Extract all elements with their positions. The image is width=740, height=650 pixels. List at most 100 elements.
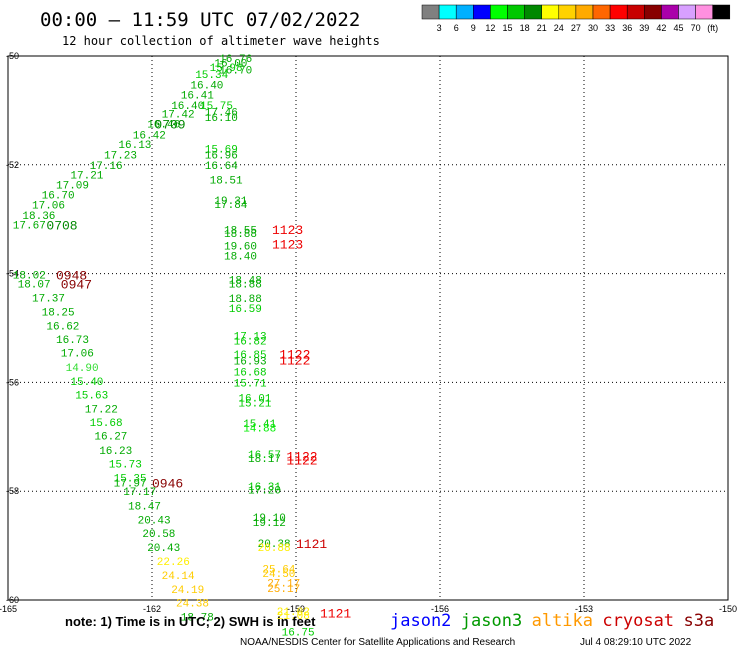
pass-time-label: 0947 bbox=[61, 277, 92, 292]
wave-height-label: 19.10 bbox=[253, 513, 286, 525]
wave-height-label: 15.68 bbox=[90, 418, 123, 430]
y-tick-label: -60 bbox=[6, 595, 19, 605]
wave-height-label: 17.06 bbox=[61, 348, 94, 360]
wave-height-label: 18.78 bbox=[181, 612, 214, 624]
wave-height-label: 18.02 bbox=[13, 271, 46, 283]
x-tick-label: -162 bbox=[143, 604, 161, 614]
x-tick-label: -159 bbox=[287, 604, 305, 614]
wave-height-label: 16.57 bbox=[248, 450, 281, 462]
legend-label: 12 bbox=[485, 23, 495, 33]
pass-time-label: 1121 bbox=[320, 607, 351, 622]
footer-credit: NOAA/NESDIS Center for Satellite Applica… bbox=[240, 637, 515, 648]
wave-height-label: 16.59 bbox=[229, 304, 262, 316]
wave-height-label: 24.14 bbox=[162, 571, 195, 583]
wave-height-label: 16.70 bbox=[42, 191, 75, 203]
wave-height-label: 18.47 bbox=[128, 501, 161, 513]
wave-height-label: 16.10 bbox=[205, 113, 238, 125]
wave-height-label: 16.62 bbox=[46, 321, 79, 333]
wave-height-label: 15.41 bbox=[243, 419, 276, 431]
wave-height-label: 16.82 bbox=[234, 337, 267, 349]
wave-height-label: 16.64 bbox=[205, 161, 238, 173]
pass-time-label: 1122 bbox=[279, 354, 310, 369]
legend-label: 18 bbox=[520, 23, 530, 33]
legend-swatch bbox=[490, 4, 508, 20]
chart-title: 00:00 – 11:59 UTC 07/02/2022 bbox=[40, 9, 360, 31]
wave-height-label: 25.64 bbox=[262, 564, 295, 576]
legend-label: 36 bbox=[622, 23, 632, 33]
x-tick-label: -153 bbox=[575, 604, 593, 614]
wave-height-label: 16.96 bbox=[205, 150, 238, 162]
wave-height-label: 16.40 bbox=[171, 101, 204, 113]
chart-subtitle: 12 hour collection of altimeter wave hei… bbox=[62, 34, 380, 48]
wave-height-label: 15.63 bbox=[75, 390, 108, 402]
wave-height-label: 22.26 bbox=[157, 557, 190, 569]
wave-height-label: 16.23 bbox=[99, 446, 132, 458]
x-tick-label: -165 bbox=[0, 604, 17, 614]
x-tick-label: -150 bbox=[719, 604, 737, 614]
wave-height-label: 17.21 bbox=[70, 171, 103, 183]
legend-swatch bbox=[473, 4, 491, 20]
wave-height-label: 14.90 bbox=[66, 363, 99, 375]
satellite-name-s3a: s3a bbox=[684, 611, 715, 631]
y-tick-label: -58 bbox=[6, 486, 19, 496]
wave-height-label: 18.88 bbox=[229, 279, 262, 291]
satellite-name-jason3: jason3 bbox=[461, 611, 522, 631]
wave-height-label: 20.38 bbox=[258, 539, 291, 551]
legend-swatch bbox=[695, 4, 713, 20]
satellite-legend: jason2 jason3 altika cryosat s3a bbox=[390, 611, 714, 631]
wave-height-label: 17.06 bbox=[32, 201, 65, 213]
wave-height-label: 18.48 bbox=[229, 276, 262, 288]
wave-height-label: 15.21 bbox=[238, 399, 271, 411]
wave-height-label: 24.19 bbox=[171, 585, 204, 597]
legend-label: (ft) bbox=[707, 23, 718, 33]
legend-label: 42 bbox=[656, 23, 666, 33]
pass-time-label: 1123 bbox=[272, 238, 303, 253]
wave-height-label: 15.34 bbox=[195, 70, 228, 82]
satellite-name-cryosat: cryosat bbox=[602, 611, 674, 631]
legend-label: 70 bbox=[691, 23, 701, 33]
wave-height-label: 18.25 bbox=[42, 308, 75, 320]
wave-height-label: 16.00 bbox=[214, 59, 247, 71]
wave-height-label: 18.88 bbox=[229, 294, 262, 306]
pass-time-label: 1122 bbox=[279, 348, 310, 363]
legend-swatch bbox=[609, 4, 628, 20]
legend-swatch bbox=[421, 4, 440, 20]
wave-height-label: 15.35 bbox=[114, 474, 147, 486]
wave-height-label: 16.13 bbox=[118, 140, 151, 152]
wave-height-label: 17.17 bbox=[123, 487, 156, 499]
legend-swatch bbox=[712, 4, 731, 20]
legend-swatch bbox=[558, 4, 577, 20]
legend-label: 15 bbox=[502, 23, 512, 33]
legend-swatch bbox=[592, 4, 611, 20]
legend-swatch bbox=[661, 4, 679, 20]
satellite-name-jason2: jason2 bbox=[390, 611, 451, 631]
pass-time-label: 0946 bbox=[152, 476, 183, 491]
x-tick-label: -156 bbox=[431, 604, 449, 614]
wave-height-label: 16.73 bbox=[56, 335, 89, 347]
legend-label: 9 bbox=[471, 23, 476, 33]
y-tick-label: -54 bbox=[6, 269, 19, 279]
plot-area: -165 -162 -159 -156 -153 -150 -50 -52 -54 -56 -58 -… bbox=[0, 51, 737, 640]
wave-height-label: 16.76 bbox=[219, 54, 252, 66]
plot-frame bbox=[7, 55, 729, 601]
wave-height-label: 14.88 bbox=[243, 424, 276, 436]
color-legend: 3 6 9 12 15 18 21 24 27 30 33 36 39 42 45 70 (ft) bbox=[421, 4, 731, 33]
grid-lines bbox=[8, 56, 728, 600]
legend-swatch bbox=[644, 4, 662, 20]
wave-height-label: 17.22 bbox=[85, 405, 118, 417]
legend-label: 24 bbox=[554, 23, 564, 33]
legend-label: 39 bbox=[639, 23, 649, 33]
wave-height-label: 16.75 bbox=[282, 628, 315, 640]
legend-swatch bbox=[541, 4, 560, 20]
legend-label: 27 bbox=[571, 23, 581, 33]
pass-time-label: 0709 bbox=[154, 117, 185, 132]
wave-height-label: 16.70 bbox=[219, 66, 252, 78]
wave-height-label: 15.69 bbox=[205, 144, 238, 156]
satellite-name-altika: altika bbox=[532, 611, 593, 631]
wave-height-label: 16.46 bbox=[147, 119, 180, 131]
pass-time-label: 1123 bbox=[272, 223, 303, 238]
wave-height-label: 18.88 bbox=[224, 229, 257, 241]
wave-height-label: 15.98 bbox=[210, 63, 243, 75]
pass-time-label: 1121 bbox=[296, 537, 327, 552]
